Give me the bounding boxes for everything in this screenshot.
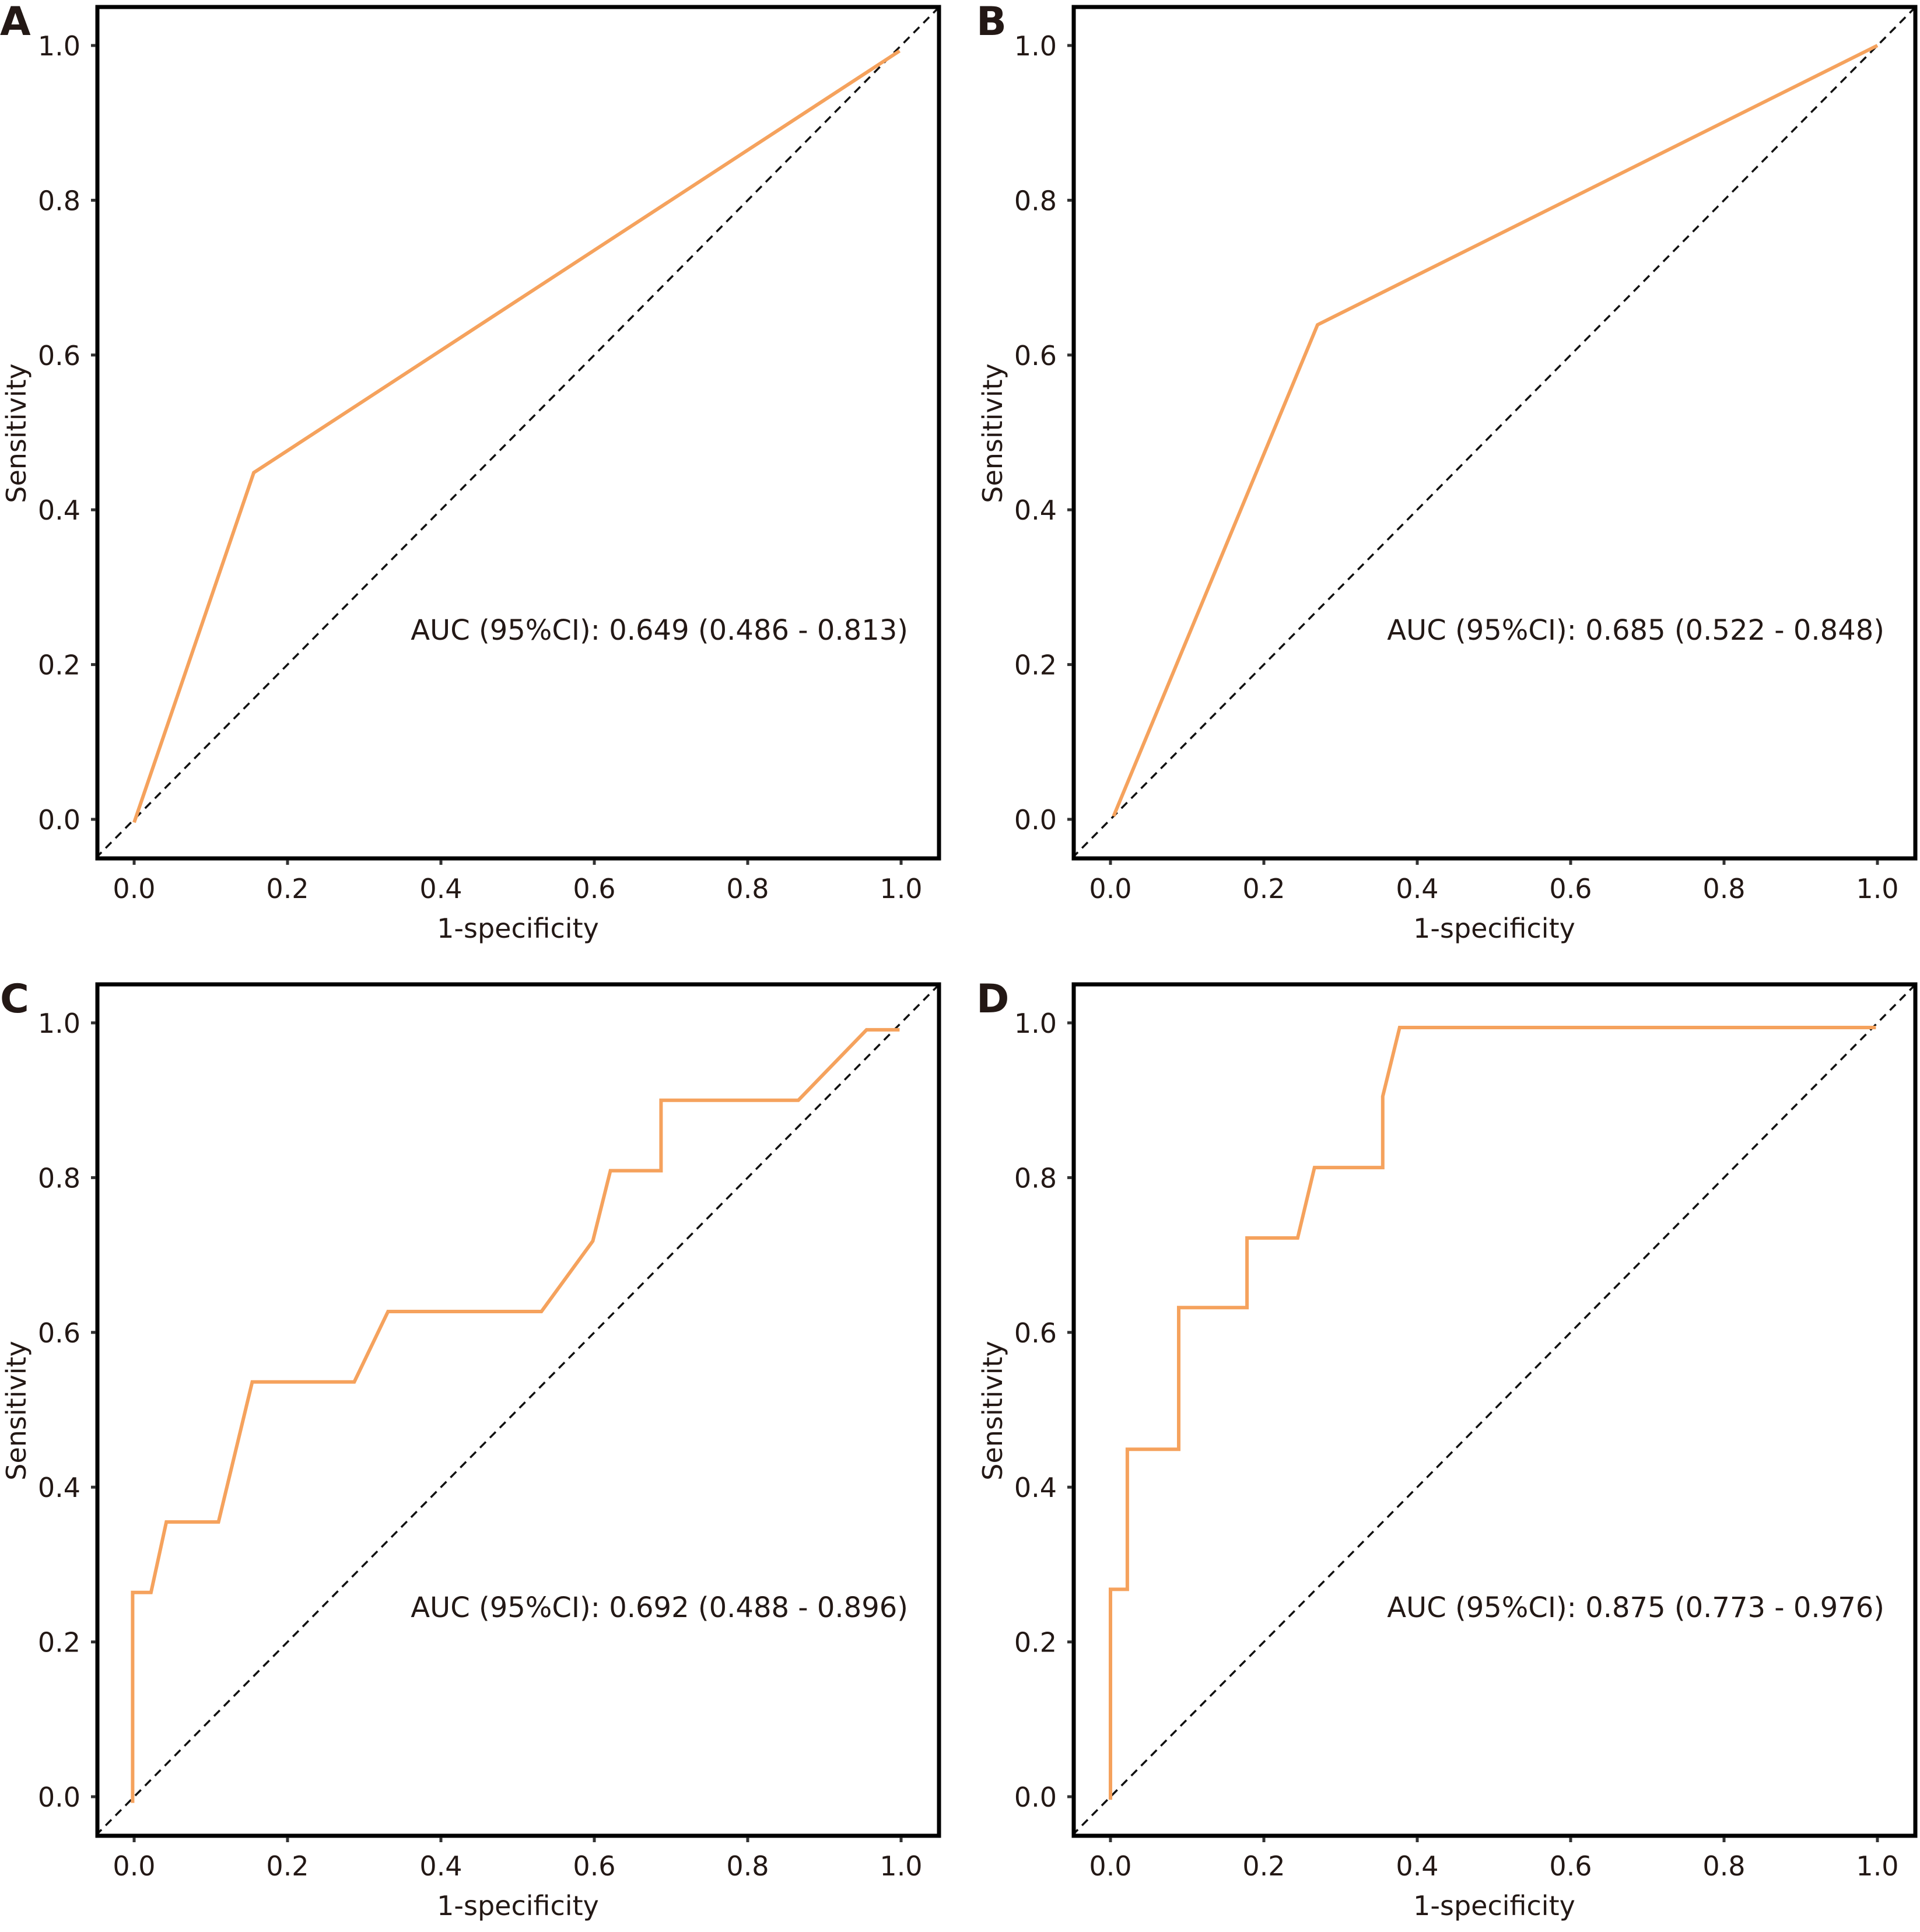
reference-diagonal: [1074, 984, 1915, 1836]
y-tick-label: 0.6: [38, 1317, 80, 1349]
x-tick-label: 0.8: [1702, 1850, 1745, 1882]
x-tick-label: 1.0: [1856, 1850, 1898, 1882]
x-tick-label: 0.6: [573, 1850, 615, 1882]
y-tick-label: 0.6: [1014, 340, 1057, 371]
x-tick-label: 0.4: [419, 1850, 462, 1882]
y-tick-label: 0.2: [1014, 1627, 1057, 1658]
y-tick-label: 0.0: [38, 1782, 80, 1813]
y-tick-label: 0.0: [1014, 804, 1057, 836]
x-tick-label: 1.0: [880, 1850, 922, 1882]
y-axis-label: Sensitivity: [977, 1341, 1008, 1480]
y-tick-label: 1.0: [38, 30, 80, 62]
x-tick-label: 1.0: [880, 873, 922, 904]
y-axis-label: Sensitivity: [977, 363, 1008, 503]
x-tick-label: 0.6: [1549, 1850, 1592, 1882]
y-tick-label: 0.2: [38, 1627, 80, 1658]
panel-d: 0.0 0.2 0.4 0.6 0.8 1.00.00.20.40.60.81.0D1-s…: [976, 976, 1918, 1922]
panel-label: A: [0, 0, 31, 45]
y-tick-label: 0.6: [38, 340, 80, 371]
y-tick-label: 0.4: [1014, 1472, 1057, 1503]
y-tick-label: 0.2: [1014, 650, 1057, 681]
roc-curve: [1109, 1026, 1876, 1800]
x-tick-label: 0.0: [1089, 873, 1131, 904]
x-tick-label: 0.2: [1242, 1850, 1285, 1882]
y-tick-label: 0.8: [1014, 185, 1057, 216]
y-tick-label: 0.6: [1014, 1317, 1057, 1349]
reference-diagonal: [97, 984, 939, 1836]
x-axis-label: 1-specificity: [1413, 913, 1575, 944]
x-tick-label: 0.8: [1702, 873, 1745, 904]
x-tick-label: 0.2: [1242, 873, 1285, 904]
x-tick-label: 0.4: [419, 873, 462, 904]
plot-frame: [1071, 982, 1918, 1838]
roc-curve: [131, 1028, 900, 1803]
x-tick-label: 0.4: [1396, 873, 1438, 904]
y-tick-label: 0.2: [38, 650, 80, 681]
panel-label: C: [0, 976, 29, 1022]
panel-c: 0.0 0.2 0.4 0.6 0.8 1.0 0.0 0.2 0.4 0.6 0.8 1.0 C 1-s…: [0, 976, 941, 1922]
x-tick-label: 0.6: [1549, 873, 1592, 904]
auc-annotation: AUC (95%CI): 0.875 (0.773 - 0.976): [1387, 1591, 1884, 1624]
x-tick-label: 0.4: [1396, 1850, 1438, 1882]
auc-annotation: AUC (95%CI): 0.649 (0.486 - 0.813): [411, 614, 908, 647]
plot-frame: [95, 5, 941, 861]
x-tick-label: 1.0: [1856, 873, 1898, 904]
y-tick-label: 0.0: [1014, 1782, 1057, 1813]
y-tick-label: 1.0: [1014, 30, 1057, 62]
x-tick-label: 0.0: [1089, 1850, 1131, 1882]
x-tick-label: 0.0: [113, 873, 155, 904]
y-tick-label: 0.0: [38, 804, 80, 836]
panel-label: D: [976, 976, 1009, 1022]
y-axis-label: Sensitivity: [1, 363, 32, 503]
auc-annotation: AUC (95%CI): 0.692 (0.488 - 0.896): [411, 1591, 908, 1624]
plot-frame: [95, 982, 941, 1838]
x-tick-label: 0.0: [113, 1850, 155, 1882]
y-tick-label: 0.4: [38, 495, 80, 526]
x-axis-label: 1-specificity: [437, 1890, 599, 1922]
auc-annotation: AUC (95%CI): 0.685 (0.522 - 0.848): [1387, 614, 1884, 647]
roc-curve: [1112, 44, 1879, 817]
x-tick-label: 0.8: [726, 873, 769, 904]
x-tick-label: 0.2: [266, 873, 309, 904]
x-axis-label: 1-specificity: [1413, 1890, 1575, 1922]
reference-diagonal: [97, 7, 939, 858]
y-tick-label: 0.8: [38, 185, 80, 216]
y-tick-label: 0.8: [38, 1162, 80, 1194]
roc-curve: [132, 49, 901, 823]
x-axis-label: 1-specificity: [437, 913, 599, 944]
panel-a: 0.0 0.2 0.4 0.6 0.8 1.00.00.20.40.60.81.0A1-s…: [0, 0, 941, 944]
x-tick-label: 0.8: [726, 1850, 769, 1882]
y-tick-label: 1.0: [1014, 1008, 1057, 1039]
reference-diagonal: [1074, 7, 1915, 858]
y-tick-label: 0.4: [38, 1472, 80, 1503]
x-tick-label: 0.2: [266, 1850, 309, 1882]
panel-b: 0.0 0.2 0.4 0.6 0.8 1.00.00.20.40.60.81.0B1-s…: [976, 0, 1918, 944]
y-tick-label: 1.0: [38, 1008, 80, 1039]
panel-label: B: [976, 0, 1007, 45]
x-tick-label: 0.6: [573, 873, 615, 904]
y-tick-label: 0.4: [1014, 495, 1057, 526]
y-axis-label: Sensitivity: [1, 1341, 32, 1480]
plot-frame: [1071, 5, 1918, 861]
y-tick-label: 0.8: [1014, 1162, 1057, 1194]
